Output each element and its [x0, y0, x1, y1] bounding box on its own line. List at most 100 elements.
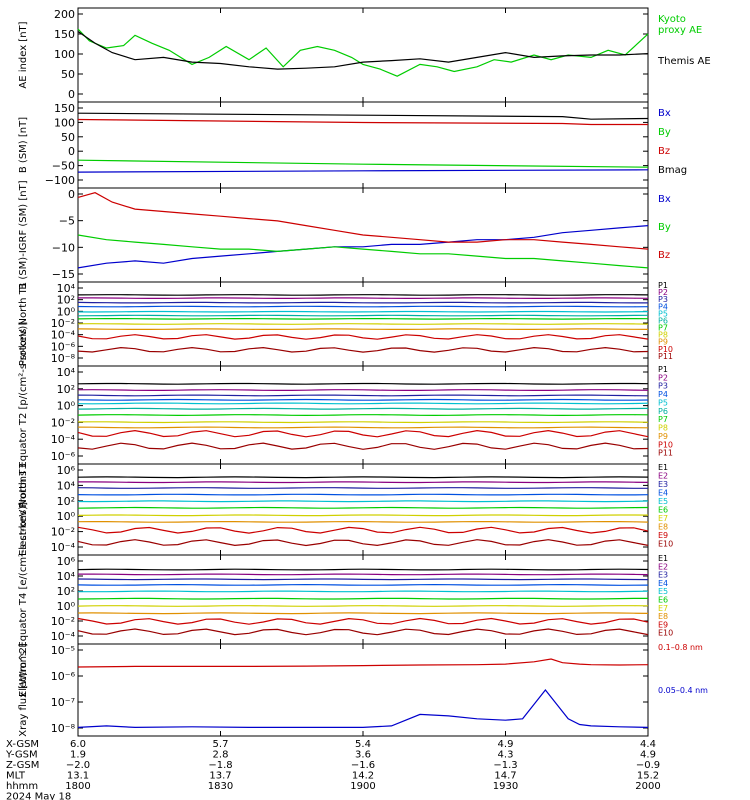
- y-tick-label: 10⁰: [57, 305, 76, 318]
- footer-value: −0.9: [636, 760, 660, 771]
- series-line-e10: [77, 628, 649, 636]
- series-line-p1: [77, 294, 649, 296]
- series-line-e5: [78, 590, 649, 593]
- legend-label: P9: [658, 432, 668, 441]
- footer-value: 4.4: [640, 739, 656, 750]
- series-line-e7: [77, 605, 649, 607]
- legend-label: P6: [658, 407, 668, 416]
- y-tick-label: 10⁴: [57, 366, 76, 379]
- series-line-p9: [77, 328, 649, 330]
- series-line-p3: [77, 394, 649, 397]
- legend-label: P6: [658, 316, 668, 325]
- legend-label: P4: [658, 302, 668, 311]
- y-tick-label: 10⁻²: [51, 317, 75, 330]
- series-line-p5: [77, 310, 649, 313]
- y-tick-label: 10²: [57, 585, 75, 598]
- series-line-e8: [77, 612, 649, 615]
- y-tick-label: 10⁻⁴: [51, 433, 76, 446]
- legend-label: E3: [658, 480, 668, 489]
- y-tick-label: 10²: [57, 383, 75, 396]
- y-tick-label: 200: [54, 8, 75, 21]
- y-tick-label: 10⁻²: [51, 615, 75, 628]
- y-tick-label: 10⁶: [57, 464, 76, 477]
- y-axis-label: Electrons North T3: [18, 463, 29, 556]
- panel-frame: [77, 643, 649, 737]
- y-tick-label: 10⁻⁴: [51, 541, 76, 554]
- footer-row-label: X-GSM: [6, 739, 39, 750]
- footer-value: 2000: [635, 781, 660, 792]
- series-line-e10: [77, 539, 649, 547]
- y-tick-label: 10²: [57, 294, 75, 307]
- legend-label: E8: [658, 612, 668, 621]
- legend-label: P5: [658, 309, 668, 318]
- y-tick-label: 0: [68, 188, 75, 201]
- y-tick-label: 10⁴: [57, 282, 76, 295]
- series-line-p5: [77, 402, 649, 405]
- legend-label: P2: [658, 288, 668, 297]
- legend-label: P7: [658, 324, 668, 333]
- legend-label: E6: [658, 596, 668, 605]
- legend-label: E4: [658, 489, 668, 498]
- legend-label: By: [658, 127, 671, 138]
- footer-value: 3.6: [355, 750, 371, 761]
- series-line-p9: [77, 426, 649, 429]
- footer-value: 5.4: [355, 739, 371, 750]
- footer-value: 4.9: [640, 750, 656, 761]
- legend-label: P11: [658, 352, 673, 361]
- legend-label: Kyoto: [658, 14, 686, 25]
- series-line-p8: [77, 323, 649, 325]
- legend-label: E2: [658, 472, 668, 481]
- legend-label: E10: [658, 629, 673, 638]
- y-tick-label: 10⁻²: [51, 416, 75, 429]
- legend-label: E5: [658, 497, 668, 506]
- y-tick-label: 150: [54, 28, 75, 41]
- legend-label: E10: [658, 540, 673, 549]
- footer-value: 1900: [350, 781, 375, 792]
- y-tick-label: 10⁻⁵: [51, 644, 75, 657]
- y-tick-label: 10⁻⁷: [51, 696, 75, 709]
- y-tick-label: 10²: [57, 495, 75, 508]
- y-tick-label: 50: [61, 131, 75, 144]
- legend-label: E4: [658, 579, 668, 588]
- y-tick-label: 10⁻⁶: [51, 340, 76, 353]
- legend-label: Bz: [658, 250, 670, 261]
- series-line-p11: [77, 346, 649, 353]
- legend-label: P7: [658, 415, 668, 424]
- y-tick-label: 100: [54, 48, 75, 61]
- y-axis-label: B (SM)-IGRF (SM) [nT]: [18, 180, 29, 289]
- y-tick-label: −5: [59, 215, 75, 228]
- legend-label: E2: [658, 562, 668, 571]
- footer-value: 1.9: [70, 750, 86, 761]
- y-tick-label: 10⁴: [57, 570, 76, 583]
- legend-label: P5: [658, 398, 668, 407]
- series-line-e3: [77, 578, 649, 581]
- series-line-bx: [77, 225, 649, 269]
- legend-label: By: [658, 222, 671, 233]
- footer-value: 1830: [208, 781, 233, 792]
- footer-row-label: Z-GSM: [6, 760, 39, 771]
- legend-label: E8: [658, 523, 668, 532]
- series-line-themis-ae: [77, 31, 649, 70]
- series-line-bz: [77, 118, 648, 126]
- legend-label: proxy AE: [658, 25, 702, 36]
- legend-label: P10: [658, 345, 673, 354]
- series-line-e1: [77, 476, 649, 479]
- footer-value: 4.9: [498, 739, 514, 750]
- y-tick-label: 0: [68, 88, 75, 101]
- legend-label: E1: [658, 554, 668, 563]
- legend-label: E9: [658, 620, 668, 629]
- legend-label: P4: [658, 390, 668, 399]
- series-line-p3: [77, 301, 648, 304]
- y-tick-label: −50: [52, 160, 75, 173]
- series-line-e5: [77, 500, 649, 503]
- footer-value: 13.7: [209, 771, 231, 782]
- footer-value: 1800: [65, 781, 90, 792]
- series-line-e4: [77, 583, 649, 586]
- y-axis-label: Electrons Equator T4 [e/(cm²-s-sr-keV)]: [18, 502, 29, 697]
- series-line-p4: [77, 398, 649, 401]
- y-tick-label: 10⁴: [57, 479, 76, 492]
- series-line-p10: [77, 429, 649, 438]
- legend-label: E7: [658, 514, 668, 523]
- y-axis-label: Protons North T1: [18, 282, 29, 366]
